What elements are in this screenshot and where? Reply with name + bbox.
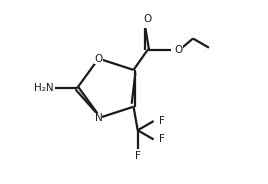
Text: O: O [174, 45, 183, 55]
Text: F: F [159, 135, 165, 144]
Text: N: N [95, 113, 102, 123]
Text: F: F [159, 116, 165, 126]
Text: O: O [94, 54, 103, 63]
Text: O: O [143, 14, 151, 24]
Text: F: F [135, 151, 141, 161]
Text: H₂N: H₂N [34, 83, 54, 93]
